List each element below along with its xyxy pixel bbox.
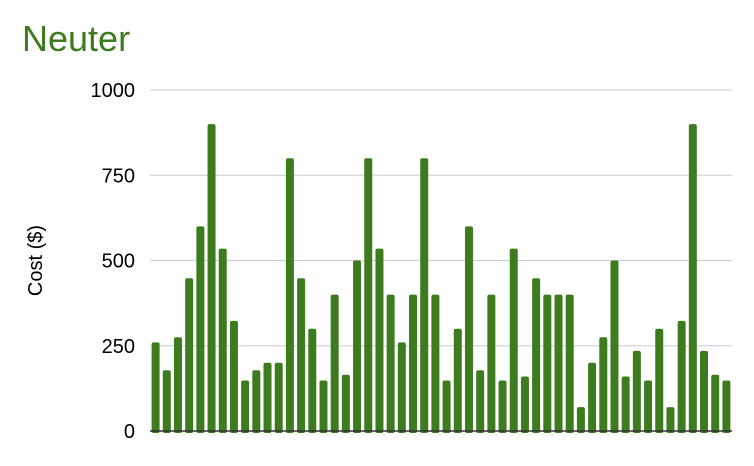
bar-21 (375, 248, 384, 433)
bar-40 (588, 362, 597, 433)
bar-4 (185, 278, 194, 433)
bar-17 (330, 294, 339, 433)
bar-1 (151, 342, 160, 433)
y-axis-title: Cost ($) (25, 225, 47, 296)
bar-38 (565, 294, 574, 433)
bar-24 (409, 294, 418, 433)
bars (151, 124, 731, 433)
bar-6 (207, 124, 216, 433)
bar-30 (476, 370, 485, 433)
bar-22 (386, 294, 395, 433)
bar-41 (599, 337, 608, 433)
bar-5 (196, 226, 205, 433)
bar-31 (487, 294, 496, 433)
bar-8 (229, 320, 238, 433)
bar-42 (610, 260, 619, 433)
bar-9 (241, 380, 250, 433)
bar-16 (319, 380, 328, 433)
chart-title: Neuter (22, 18, 131, 59)
bar-29 (464, 226, 473, 433)
bar-36 (543, 294, 552, 433)
bar-27 (442, 380, 451, 433)
bar-19 (353, 260, 362, 433)
bar-47 (666, 407, 675, 433)
bar-3 (173, 337, 182, 433)
bar-33 (509, 248, 518, 433)
y-tick-label: 0 (124, 421, 135, 443)
bar-39 (576, 407, 585, 433)
bar-28 (453, 328, 462, 433)
bar-46 (655, 328, 664, 433)
bar-45 (644, 380, 653, 433)
bar-10 (252, 370, 261, 433)
bar-48 (677, 320, 686, 433)
bar-26 (431, 294, 440, 433)
bar-23 (397, 342, 406, 433)
bar-25 (420, 158, 429, 433)
bar-35 (532, 278, 541, 433)
bar-52 (722, 380, 731, 433)
y-tick-label: 1000 (91, 80, 136, 102)
y-tick-labels: 0 250 500 750 1000 (91, 80, 136, 443)
bar-15 (308, 328, 317, 433)
bar-12 (274, 362, 283, 433)
bar-32 (498, 380, 507, 433)
bar-11 (263, 362, 272, 433)
bar-2 (162, 370, 171, 433)
bar-37 (554, 294, 563, 433)
gridlines (150, 89, 732, 347)
bar-43 (621, 376, 630, 433)
bar-51 (711, 374, 720, 433)
bar-44 (632, 350, 641, 433)
bar-50 (700, 350, 709, 433)
bar-49 (688, 124, 697, 433)
bar-18 (341, 374, 350, 433)
bar-34 (520, 376, 529, 433)
y-tick-label: 750 (102, 165, 135, 187)
y-tick-label: 500 (102, 251, 135, 273)
bar-20 (364, 158, 373, 433)
bar-7 (218, 248, 227, 433)
bar-13 (285, 158, 294, 433)
y-tick-label: 250 (102, 336, 135, 358)
bar-14 (297, 278, 306, 433)
